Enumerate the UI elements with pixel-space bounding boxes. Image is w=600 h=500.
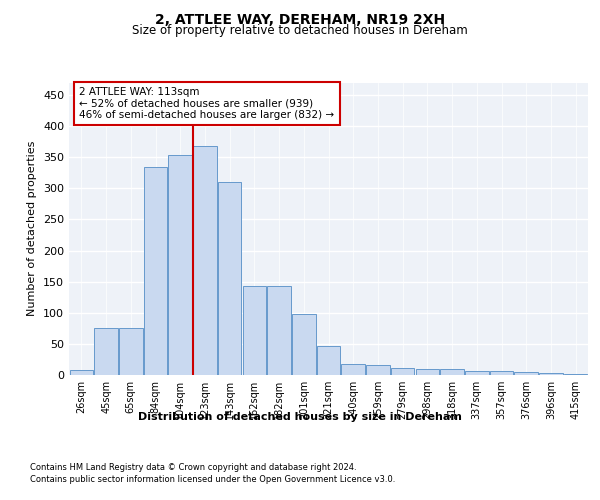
Bar [366,365,389,375]
Bar [539,373,563,375]
Bar [440,370,464,375]
Text: 2 ATTLEE WAY: 113sqm
← 52% of detached houses are smaller (939)
46% of semi-deta: 2 ATTLEE WAY: 113sqm ← 52% of detached h… [79,87,335,120]
Bar [341,364,365,375]
Bar [144,166,167,375]
Bar [564,374,587,375]
Text: Size of property relative to detached houses in Dereham: Size of property relative to detached ho… [132,24,468,37]
Bar [416,369,439,375]
Bar [268,286,291,375]
Text: Contains public sector information licensed under the Open Government Licence v3: Contains public sector information licen… [30,475,395,484]
Bar [119,328,143,375]
Text: Contains HM Land Registry data © Crown copyright and database right 2024.: Contains HM Land Registry data © Crown c… [30,462,356,471]
Bar [391,368,415,375]
Y-axis label: Number of detached properties: Number of detached properties [28,141,37,316]
Text: Distribution of detached houses by size in Dereham: Distribution of detached houses by size … [138,412,462,422]
Bar [292,314,316,375]
Text: 2, ATTLEE WAY, DEREHAM, NR19 2XH: 2, ATTLEE WAY, DEREHAM, NR19 2XH [155,12,445,26]
Bar [317,346,340,375]
Bar [465,372,488,375]
Bar [94,328,118,375]
Bar [70,370,93,375]
Bar [514,372,538,375]
Bar [218,182,241,375]
Bar [169,156,192,375]
Bar [490,372,513,375]
Bar [242,286,266,375]
Bar [193,146,217,375]
